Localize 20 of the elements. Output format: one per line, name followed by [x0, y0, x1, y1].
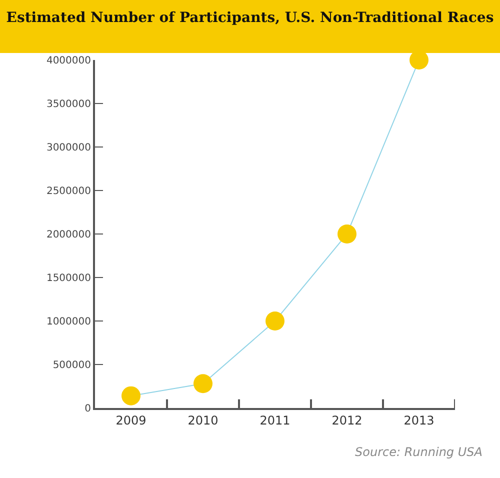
x-tick-label: 2009	[116, 413, 146, 428]
y-tick-label: 2000000	[46, 230, 91, 240]
point	[266, 312, 284, 330]
x-tick-label: 2010	[188, 413, 218, 428]
y-tick-label: 3000000	[46, 142, 91, 154]
y-tick-label: 4000000	[46, 56, 91, 66]
y-tick-label: 3500000	[46, 99, 91, 110]
y-tick-label: 1500000	[46, 273, 91, 284]
source-note: Source: Running USA	[355, 445, 482, 459]
x-tick-label: 2011	[260, 413, 290, 428]
y-tick-label: 500000	[52, 360, 91, 371]
chart-title: Estimated Number of Participants, U.S. Non-Traditional Races	[6, 10, 494, 26]
y-tick-label: 1000000	[46, 316, 91, 328]
point	[122, 386, 140, 406]
x-tick-label: 2012	[332, 413, 362, 428]
point	[338, 224, 356, 244]
point	[194, 374, 212, 394]
y-tick-label: 0	[84, 404, 91, 414]
y-tick-label: 2500000	[46, 186, 91, 197]
x-tick-label: 2013	[404, 413, 434, 428]
